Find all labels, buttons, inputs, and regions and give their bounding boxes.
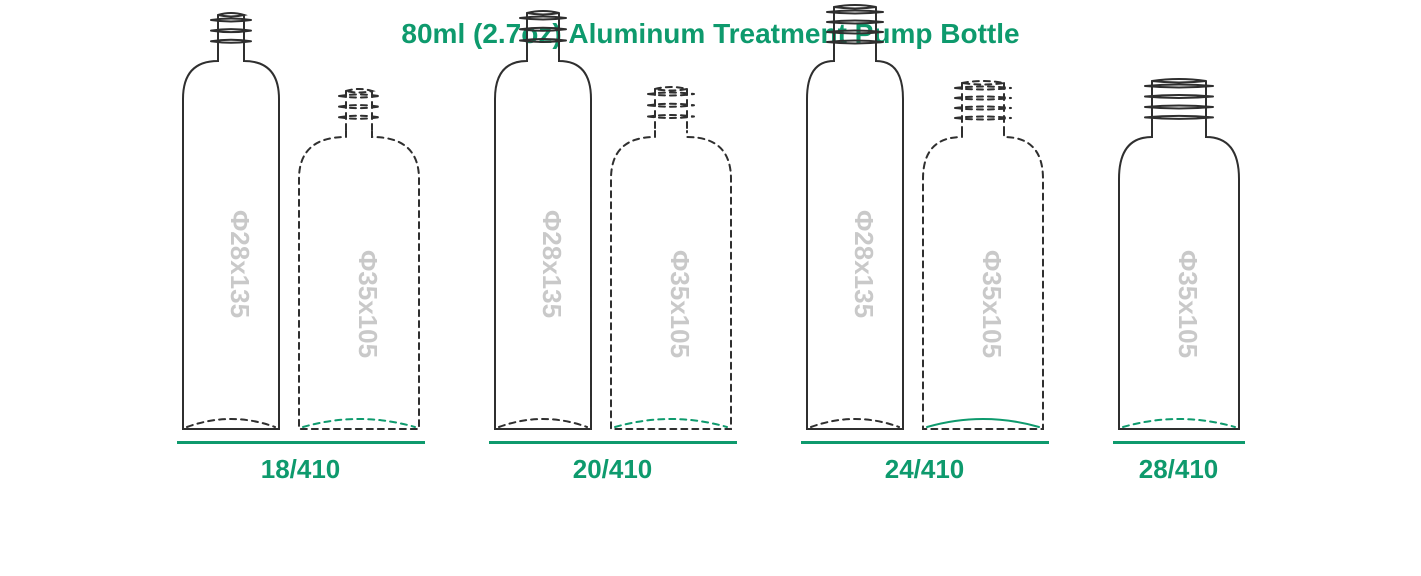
bottle-diagram: Φ35x105: [1113, 73, 1245, 435]
bottle-groups-row: Φ28x135 Φ35x105 18/410 Φ28x135 Φ35x105 20/410…: [0, 70, 1421, 485]
bottle-size-group: Φ28x135 Φ35x105 18/410: [177, 7, 425, 485]
bottle-pair: Φ28x135 Φ35x105: [489, 5, 737, 439]
bottle-size-group: Φ28x135 Φ35x105 20/410: [489, 5, 737, 485]
neck-size-label: 28/410: [1139, 454, 1219, 485]
bottle-pair: Φ35x105: [1113, 73, 1245, 439]
neck-size-label: 24/410: [885, 454, 965, 485]
size-underline: [1113, 441, 1245, 444]
bottle-dimension-label: Φ35x105: [665, 250, 695, 358]
neck-size-label: 20/410: [573, 454, 653, 485]
size-underline: [801, 441, 1049, 444]
bottle-diagram: Φ28x135: [489, 5, 597, 435]
bottle-dimension-label: Φ35x105: [353, 250, 383, 358]
bottle-diagram: Φ28x135: [801, 0, 909, 435]
neck-size-label: 18/410: [261, 454, 341, 485]
bottle-dimension-label: Φ35x105: [977, 250, 1007, 358]
size-underline: [489, 441, 737, 444]
bottle-size-group: Φ35x105 28/410: [1113, 73, 1245, 485]
bottle-diagram: Φ35x105: [917, 75, 1049, 435]
bottle-diagram: Φ28x135: [177, 7, 285, 435]
bottle-dimension-label: Φ28x135: [537, 210, 567, 318]
bottle-dimension-label: Φ28x135: [225, 210, 255, 318]
bottle-diagram: Φ35x105: [293, 83, 425, 435]
bottle-diagram: Φ35x105: [605, 81, 737, 435]
size-underline: [177, 441, 425, 444]
bottle-size-group: Φ28x135 Φ35x105 24/410: [801, 0, 1049, 485]
bottle-dimension-label: Φ28x135: [849, 210, 879, 318]
bottle-dimension-label: Φ35x105: [1173, 250, 1203, 358]
bottle-pair: Φ28x135 Φ35x105: [177, 7, 425, 439]
bottle-pair: Φ28x135 Φ35x105: [801, 0, 1049, 439]
